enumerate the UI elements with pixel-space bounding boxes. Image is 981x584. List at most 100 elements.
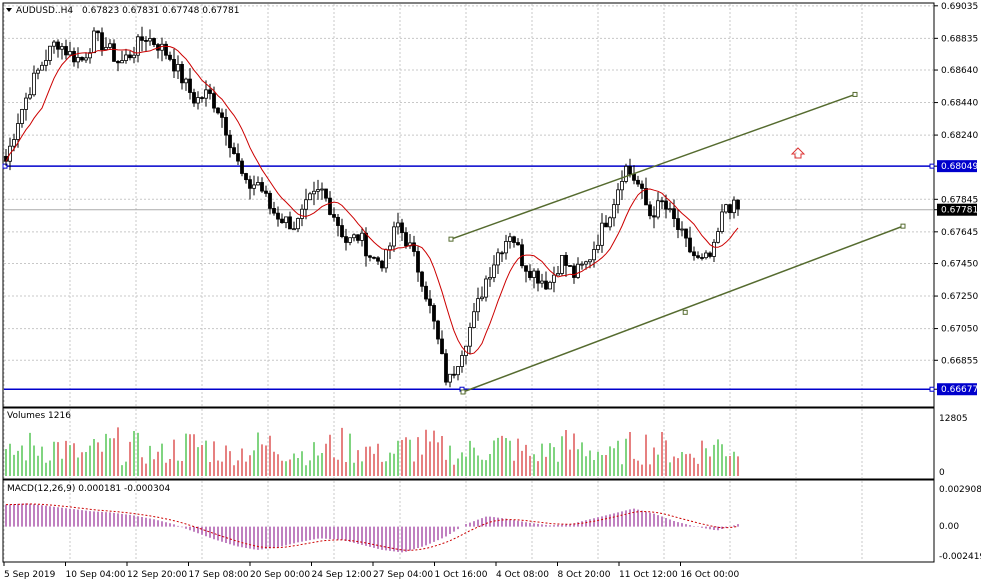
candle-body xyxy=(288,216,292,230)
candles xyxy=(4,26,740,388)
candle-body xyxy=(568,265,572,267)
candle-body xyxy=(592,249,596,261)
candle-body xyxy=(124,54,128,61)
channel-anchor[interactable] xyxy=(900,223,906,229)
price-tick-label: 0.69035 xyxy=(941,2,978,12)
candle-body xyxy=(164,43,168,56)
candle-body xyxy=(220,112,224,118)
price-tag xyxy=(937,160,977,173)
candle-body xyxy=(148,38,152,42)
candle-body xyxy=(564,254,568,266)
candle-body xyxy=(452,373,456,376)
channel-anchor[interactable] xyxy=(682,309,688,315)
candle-body xyxy=(736,199,740,210)
candle-body xyxy=(696,255,700,258)
trend-channel xyxy=(448,91,906,395)
candle-body xyxy=(476,298,480,313)
candle-body xyxy=(176,64,180,72)
candle-body xyxy=(640,183,644,189)
candle-body xyxy=(432,305,436,322)
candle-body xyxy=(444,353,448,383)
candle-body xyxy=(192,92,196,104)
candle-body xyxy=(368,255,372,258)
candle-body xyxy=(712,241,716,257)
level-anchor[interactable] xyxy=(929,163,935,169)
candle-body xyxy=(248,179,252,189)
channel-anchor[interactable] xyxy=(448,236,454,242)
candle-body xyxy=(336,216,340,226)
candle-body xyxy=(692,251,696,257)
candle-body xyxy=(268,192,272,209)
candle-body xyxy=(320,188,324,191)
candle-body xyxy=(704,252,708,259)
candle-body xyxy=(136,36,140,56)
menu-triangle-icon[interactable] xyxy=(6,8,12,12)
candle-body xyxy=(604,222,608,228)
candle-body xyxy=(508,236,512,242)
candle-body xyxy=(292,228,296,231)
price-tick-label: 0.68049 xyxy=(941,162,978,172)
candle-body xyxy=(188,78,192,93)
candle-body xyxy=(40,64,44,71)
candle-body xyxy=(228,134,232,149)
candle-body xyxy=(324,188,328,199)
candle-body xyxy=(532,270,536,278)
volume-label: Volumes 1216 xyxy=(7,411,71,421)
candle-body xyxy=(200,97,204,99)
candle-body xyxy=(80,56,84,61)
candle-body xyxy=(308,193,312,201)
price-tick-label: 0.67845 xyxy=(941,195,978,205)
candle-body xyxy=(612,204,616,219)
candle-body xyxy=(352,234,356,239)
channel-anchor[interactable] xyxy=(460,389,466,395)
level-anchor[interactable] xyxy=(929,386,935,392)
candle-body xyxy=(660,200,664,203)
macd-label: MACD(12,26,9) 0.000181 -0.000304 xyxy=(7,484,170,494)
price-axis: 0.69035 0.68835 0.68640 0.68440 0.68240 0.680… xyxy=(934,2,978,396)
price-tick-label: 0.66855 xyxy=(941,356,978,366)
candle-body xyxy=(684,228,688,239)
candle-body xyxy=(636,179,640,185)
candle-body xyxy=(348,237,352,243)
channel-anchor[interactable] xyxy=(852,91,858,97)
time-tick-label: 4 Oct 08:00 xyxy=(496,570,549,580)
candle-body xyxy=(20,109,24,124)
candle-body xyxy=(280,218,284,224)
candle-body xyxy=(140,36,144,41)
candle-body xyxy=(196,97,200,104)
candle-body xyxy=(240,160,244,174)
channel-line[interactable] xyxy=(462,225,904,393)
candle-body xyxy=(384,249,388,269)
candle-body xyxy=(128,54,132,59)
volume-top-tick: 12805 xyxy=(939,414,968,424)
volume-bottom-tick: 0 xyxy=(939,468,945,478)
candle-body xyxy=(448,373,452,383)
candle-body xyxy=(84,57,88,61)
price-tick-label: 0.68640 xyxy=(941,66,978,76)
candle-body xyxy=(528,270,532,278)
candle-body xyxy=(540,280,544,284)
candle-body xyxy=(52,41,56,47)
candle-body xyxy=(32,72,36,96)
time-tick-label: 16 Oct 00:00 xyxy=(681,570,740,580)
candle-body xyxy=(732,199,736,214)
candle-body xyxy=(456,366,460,376)
candle-body xyxy=(404,232,408,247)
candle-body xyxy=(468,327,472,347)
candle-body xyxy=(380,260,384,269)
candle-body xyxy=(728,204,732,214)
price-tick-label: 0.67781 xyxy=(941,206,978,216)
candle-body xyxy=(132,54,136,59)
candle-body xyxy=(544,280,548,290)
candle-body xyxy=(144,40,148,42)
candle-body xyxy=(16,123,20,140)
candle-body xyxy=(416,251,420,273)
macd-signal-line xyxy=(6,503,739,551)
time-tick-label: 1 Oct 16:00 xyxy=(435,570,488,580)
candle-body xyxy=(516,242,520,246)
candle-body xyxy=(300,208,304,219)
candle-body xyxy=(488,277,492,280)
channel-line[interactable] xyxy=(450,93,856,240)
candle-body xyxy=(264,190,268,194)
level-anchor[interactable] xyxy=(2,163,8,169)
